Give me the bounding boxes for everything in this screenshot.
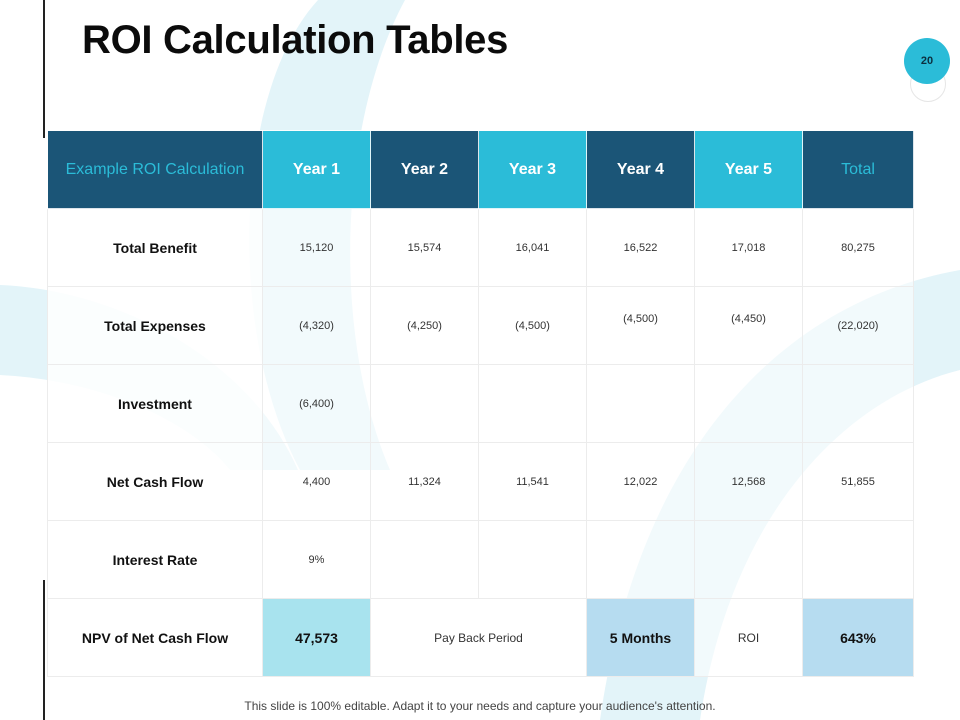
header-year-1: Year 1 bbox=[262, 130, 371, 209]
cell-value: 9% bbox=[262, 520, 371, 599]
roi-value: 643% bbox=[802, 598, 914, 677]
cell-value-total: 51,855 bbox=[802, 442, 914, 521]
table-row-interest-rate: Interest Rate 9% bbox=[47, 520, 914, 599]
row-label: NPV of Net Cash Flow bbox=[47, 598, 263, 677]
header-year-3: Year 3 bbox=[478, 130, 587, 209]
left-accent-line-bottom bbox=[43, 580, 45, 720]
cell-value-wrapper: (4,500) bbox=[586, 286, 695, 365]
row-label: Interest Rate bbox=[47, 520, 263, 599]
left-accent-line-top bbox=[43, 0, 45, 138]
payback-period-value: 5 Months bbox=[586, 598, 695, 677]
row-label: Net Cash Flow bbox=[47, 442, 263, 521]
cell-value-total bbox=[802, 364, 914, 443]
header-year-2: Year 2 bbox=[370, 130, 479, 209]
table-row-total-expenses: Total Expenses (4,320) (4,250) (4,500) (… bbox=[47, 286, 914, 365]
page-number-badge: 20 bbox=[904, 38, 950, 84]
table-row-npv: NPV of Net Cash Flow 47,573 Pay Back Per… bbox=[47, 598, 914, 677]
cell-value bbox=[586, 520, 695, 599]
header-total: Total bbox=[802, 130, 914, 209]
cell-value: 15,574 bbox=[370, 208, 479, 287]
header-example-roi-calculation: Example ROI Calculation bbox=[47, 130, 263, 209]
cell-value: (4,250) bbox=[370, 286, 479, 365]
cell-value bbox=[478, 520, 587, 599]
cell-value bbox=[370, 520, 479, 599]
row-label: Total Benefit bbox=[47, 208, 263, 287]
cell-value-wrapper: (4,450) bbox=[694, 286, 803, 365]
cell-value: 16,041 bbox=[478, 208, 587, 287]
cell-value: 16,522 bbox=[586, 208, 695, 287]
cell-value bbox=[694, 364, 803, 443]
cell-value: 15,120 bbox=[262, 208, 371, 287]
cell-value bbox=[694, 520, 803, 599]
cell-value: 11,541 bbox=[478, 442, 587, 521]
cell-value bbox=[586, 364, 695, 443]
table-row-net-cash-flow: Net Cash Flow 4,400 11,324 11,541 12,022… bbox=[47, 442, 914, 521]
roi-calculation-table: Example ROI Calculation Year 1 Year 2 Ye… bbox=[47, 130, 914, 677]
cell-value: (4,500) bbox=[478, 286, 587, 365]
row-label: Investment bbox=[47, 364, 263, 443]
cell-value-total: (22,020) bbox=[802, 286, 914, 365]
npv-value: 47,573 bbox=[262, 598, 371, 677]
table-row-total-benefit: Total Benefit 15,120 15,574 16,041 16,52… bbox=[47, 208, 914, 287]
cell-value: 12,022 bbox=[586, 442, 695, 521]
table-header-row: Example ROI Calculation Year 1 Year 2 Ye… bbox=[47, 130, 914, 209]
cell-value: 4,400 bbox=[262, 442, 371, 521]
cell-value: 17,018 bbox=[694, 208, 803, 287]
cell-value bbox=[370, 364, 479, 443]
cell-value: (4,320) bbox=[262, 286, 371, 365]
footer-note: This slide is 100% editable. Adapt it to… bbox=[244, 699, 716, 713]
cell-value bbox=[478, 364, 587, 443]
cell-value-total bbox=[802, 520, 914, 599]
payback-period-label: Pay Back Period bbox=[370, 598, 587, 677]
cell-value: 11,324 bbox=[370, 442, 479, 521]
cell-value: 12,568 bbox=[694, 442, 803, 521]
header-year-5: Year 5 bbox=[694, 130, 803, 209]
cell-value: (6,400) bbox=[262, 364, 371, 443]
header-year-4: Year 4 bbox=[586, 130, 695, 209]
cell-value-total: 80,275 bbox=[802, 208, 914, 287]
cell-value: (4,450) bbox=[731, 312, 766, 325]
table-row-investment: Investment (6,400) bbox=[47, 364, 914, 443]
page-title: ROI Calculation Tables bbox=[82, 18, 509, 62]
cell-value: (4,500) bbox=[623, 312, 658, 325]
roi-label: ROI bbox=[694, 598, 803, 677]
row-label: Total Expenses bbox=[47, 286, 263, 365]
